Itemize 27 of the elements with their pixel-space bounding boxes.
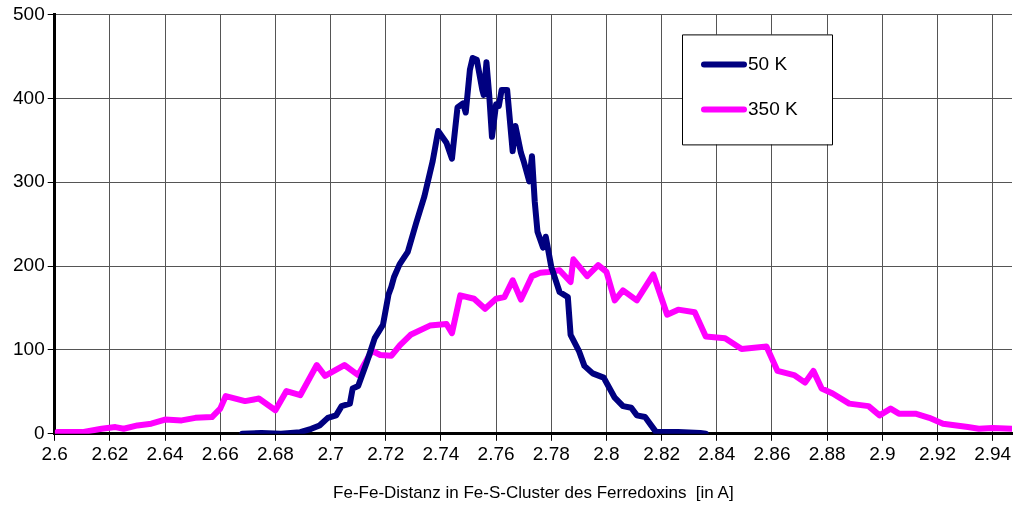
x-tick-label: 2.66 <box>201 443 239 465</box>
x-tick-label: 2.62 <box>91 443 129 465</box>
legend-label: 50 K <box>748 52 788 74</box>
y-tick-label: 200 <box>13 254 45 276</box>
y-tick-label: 500 <box>13 2 45 24</box>
y-tick-label: 300 <box>13 170 45 192</box>
x-axis-title: Fe-Fe-Distanz in Fe-S-Cluster des Ferredoxins [in A] <box>333 483 734 503</box>
x-tick-label: 2.84 <box>698 443 736 465</box>
x-tick-label: 2.7 <box>317 443 344 465</box>
x-tick-label: 2.6 <box>41 443 68 465</box>
y-tick-label: 400 <box>13 86 45 108</box>
x-tick-label: 2.82 <box>643 443 681 465</box>
x-tick-label: 2.78 <box>532 443 570 465</box>
x-tick-label: 2.88 <box>808 443 846 465</box>
y-tick-label: 100 <box>13 338 45 360</box>
x-tick-label: 2.68 <box>256 443 294 465</box>
y-tick-label: 0 <box>34 422 45 444</box>
x-tick-label: 2.72 <box>367 443 405 465</box>
x-tick-label: 2.8 <box>593 443 620 465</box>
x-tick-label: 2.76 <box>477 443 515 465</box>
x-tick-label: 2.9 <box>869 443 896 465</box>
x-tick-label: 2.74 <box>422 443 460 465</box>
x-tick-label: 2.94 <box>974 443 1012 465</box>
legend-label: 350 K <box>748 97 798 119</box>
x-tick-label: 2.92 <box>919 443 956 465</box>
x-tick-label: 2.86 <box>753 443 791 465</box>
x-tick-label: 2.64 <box>146 443 184 465</box>
